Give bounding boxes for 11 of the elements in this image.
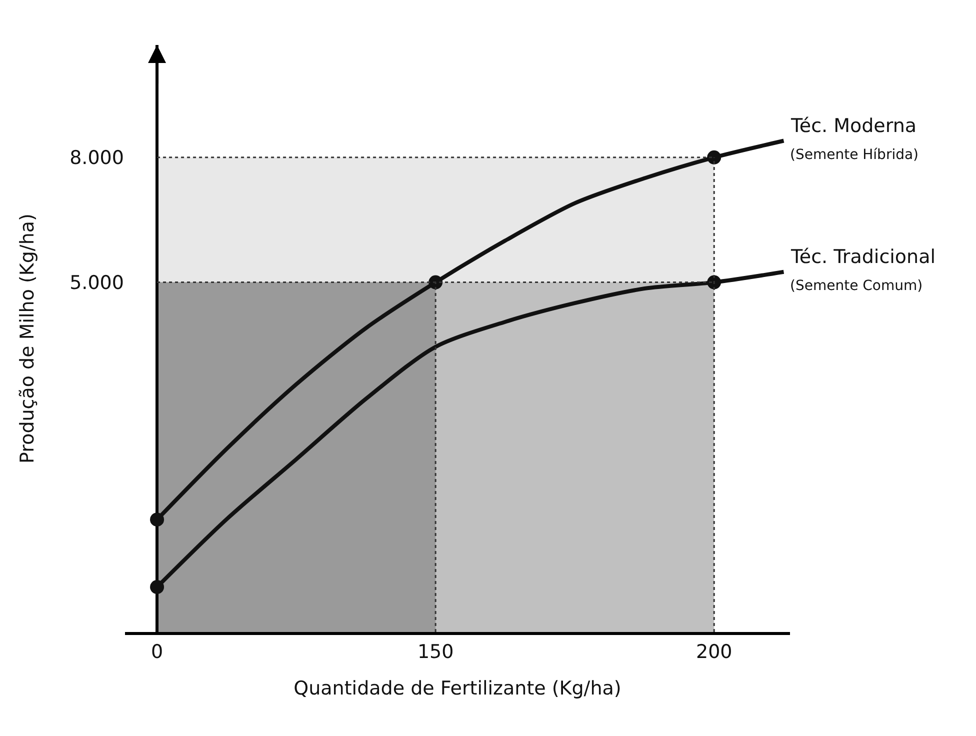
annotation: (Semente Híbrida)	[790, 147, 919, 163]
y-axis-title: Produção de Milho (Kg/ha)	[16, 214, 38, 464]
y-tick-label: 5.000	[70, 272, 124, 294]
x-tick-label: 150	[417, 640, 454, 663]
series-label: Téc. Tradicional	[790, 246, 936, 268]
y-tick-label: 8.000	[70, 147, 124, 170]
x-tick-label: 0	[150, 640, 164, 663]
annotation: (Semente Comum)	[790, 278, 923, 294]
x-tick-label: 200	[696, 640, 732, 663]
x-axis-title: Quantidade de Fertilizante (Kg/ha)	[294, 678, 622, 700]
series-label: Téc. Moderna	[790, 115, 917, 137]
